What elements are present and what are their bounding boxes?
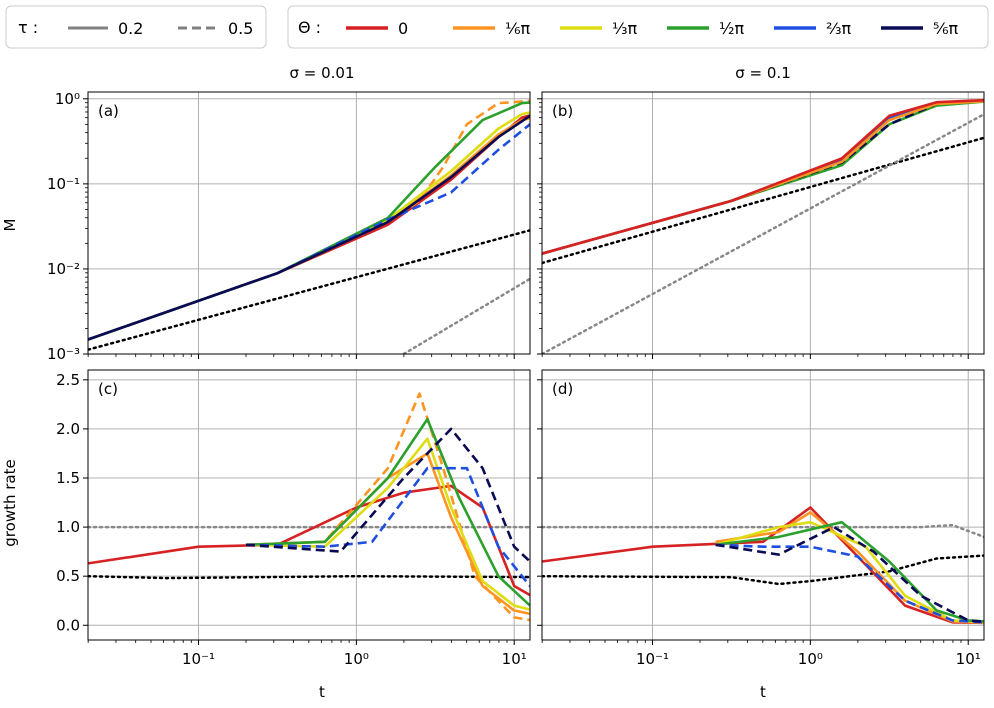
y-tick-label: 10⁻³: [47, 345, 80, 363]
panel-tag: (b): [552, 102, 573, 120]
series-line: [715, 525, 984, 624]
x-axis-label-left: t: [319, 683, 325, 701]
series-line: [88, 99, 530, 341]
y-tick-label: 0.5: [56, 567, 80, 585]
series-line: [88, 114, 530, 341]
y-tick-label: 0.0: [56, 616, 80, 634]
legend-theta: Θ : 0 ⅙π ⅓π ½π ⅔π ⅚π: [287, 5, 989, 49]
y-tick-label: 1.5: [56, 469, 80, 487]
y-tick-label: 10⁻²: [47, 260, 80, 278]
legend-theta-box: [287, 5, 989, 49]
panel-tag: (d): [552, 380, 573, 398]
y-tick-label: 2.5: [56, 371, 80, 389]
reference-line-1: [542, 554, 984, 586]
reference-line-1: [542, 112, 984, 354]
x-tick-label: 10¹: [956, 650, 981, 668]
series-line: [715, 543, 984, 624]
column-title-left: σ = 0.01: [289, 64, 354, 82]
y-tick-label: 10⁻¹: [47, 175, 80, 193]
series-line: [715, 511, 984, 625]
series-line: [245, 466, 530, 588]
legend-theta-label-2: ⅓π: [612, 19, 638, 38]
series-line: [245, 437, 530, 611]
panel-0: 10⁻³ 10⁻² 10⁻¹ 10⁰ (a): [47, 90, 531, 363]
y-tick-label: 2.0: [56, 420, 80, 438]
reference-line-0: [88, 229, 530, 351]
series-line: [715, 520, 984, 623]
y-axis-label-bottom: growth rate: [1, 459, 19, 546]
y-tick-label: 10⁰: [55, 90, 80, 108]
x-tick-label: 10⁻¹: [636, 650, 669, 668]
legend-theta-label-3: ½π: [719, 19, 745, 38]
legend-tau: τ : 0.2 0.5: [5, 5, 267, 49]
panel-1: (b): [537, 91, 985, 359]
legend-theta-symbol: Θ :: [298, 18, 321, 37]
panel-tag: (a): [98, 102, 119, 120]
legend-theta-label-5: ⅚π: [933, 19, 959, 38]
series-line: [715, 520, 984, 624]
legend-theta-label-1: ⅙π: [505, 19, 531, 38]
legend-theta-label-4: ⅔π: [826, 19, 852, 38]
series-line: [245, 417, 530, 607]
panel-2: 10⁻¹ 10⁰ 10¹ 0.0 0.5 1.0 1.5 2.0 2.5 (c): [56, 369, 531, 668]
panel-frame: [541, 369, 985, 641]
x-tick-label: 10⁻¹: [182, 650, 215, 668]
x-minor-ticks: [87, 354, 508, 357]
panel-frame: [541, 91, 985, 355]
x-axis-label-right: t: [760, 683, 766, 701]
reference-line-1: [88, 574, 530, 580]
panel-frame: [87, 369, 531, 641]
reference-line-0: [542, 136, 984, 265]
panel-tag: (c): [98, 380, 118, 398]
x-tick-label: 10¹: [502, 650, 527, 668]
legend-theta-label-0: 0: [398, 19, 408, 38]
y-axis-label-top: M: [1, 219, 19, 232]
panel-frame: [87, 91, 531, 355]
series-line: [245, 427, 530, 564]
x-tick-label: 10⁰: [798, 650, 823, 668]
x-tick-label: 10⁰: [344, 650, 369, 668]
legend-tau-box: [5, 5, 267, 49]
series-line: [88, 484, 530, 597]
y-tick-label: 1.0: [56, 518, 80, 536]
reference-line-1: [402, 277, 530, 354]
series-line: [542, 98, 984, 255]
legend-tau-label-1: 0.5: [228, 19, 253, 38]
reference-line-0: [542, 523, 984, 540]
legend-tau-label-0: 0.2: [118, 19, 143, 38]
panel-3: 10⁻¹ 10⁰ 10¹ (d): [537, 369, 985, 668]
column-title-right: σ = 0.1: [735, 64, 790, 82]
legend-tau-symbol: τ :: [18, 18, 38, 37]
